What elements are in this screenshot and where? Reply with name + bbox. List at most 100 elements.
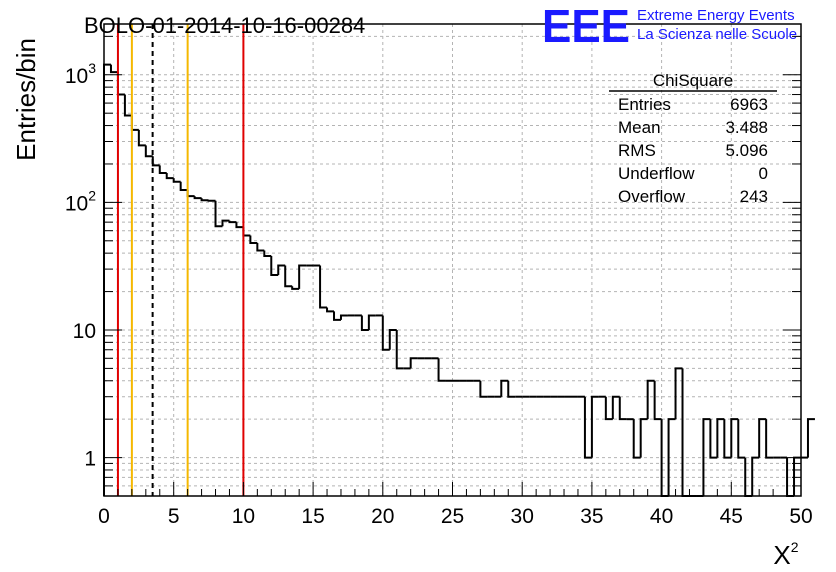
logo-line-1: Extreme Energy Events	[637, 7, 795, 24]
x-tick-label: 15	[301, 505, 324, 528]
histogram-bin	[214, 200, 223, 228]
x-tick-label: 25	[441, 505, 464, 528]
x-tick-label: 45	[720, 505, 743, 528]
x-tick-label: 50	[789, 505, 812, 528]
stats-label: Overflow	[618, 187, 686, 206]
histogram-bin	[130, 115, 139, 131]
x-tick-label: 5	[168, 505, 180, 528]
histogram-bin	[632, 419, 641, 459]
histogram-bin	[200, 198, 209, 202]
x-tick-label: 30	[511, 505, 534, 528]
histogram-bin	[751, 456, 760, 496]
histogram-bin	[674, 367, 683, 420]
chart-title: BOLO-01-2014-10-16-00284	[84, 13, 365, 38]
histogram-bin	[381, 315, 390, 351]
histogram-bin	[144, 145, 153, 158]
stats-value: 6963	[730, 95, 768, 114]
histogram-bin	[339, 314, 348, 320]
histogram-bin	[765, 419, 774, 459]
x-tick-label: 0	[98, 505, 110, 528]
y-axis-label: Entries/bin	[11, 38, 41, 161]
logo-letters: EEE	[542, 0, 630, 52]
histogram-bin	[221, 219, 230, 227]
x-tick-label: 20	[371, 505, 394, 528]
stats-value: 243	[740, 187, 768, 206]
histogram-bin	[158, 165, 167, 174]
histogram-bin	[716, 418, 725, 458]
histogram-bin	[360, 315, 369, 331]
histogram-bin	[395, 329, 404, 370]
histogram-bin	[367, 314, 376, 330]
histogram-series	[103, 63, 815, 497]
histogram-bin	[270, 256, 279, 276]
histogram-bin	[583, 396, 592, 459]
histogram-bin	[326, 307, 335, 313]
histogram-bin	[604, 396, 613, 421]
histogram-bin	[228, 220, 237, 224]
y-tick-label: 10	[73, 320, 96, 343]
histogram-bin	[388, 328, 397, 350]
stats-title: ChiSquare	[653, 71, 733, 90]
histogram-bin	[737, 419, 746, 459]
histogram-bin	[333, 311, 341, 321]
histogram-bin	[165, 172, 174, 180]
histogram-bin	[256, 243, 265, 252]
x-tick-label: 10	[232, 505, 255, 528]
grid	[104, 24, 801, 496]
stats-label: Entries	[618, 95, 671, 114]
histogram-bin	[437, 358, 446, 382]
x-tick-label: 35	[580, 505, 603, 528]
histogram-bin	[179, 181, 188, 192]
histogram-bin	[103, 63, 111, 496]
axis-ticks: 0 5 10 15 20 25 30 35 40 45 50 1 10 102 103	[65, 35, 813, 528]
histogram-bin	[618, 396, 627, 421]
histogram-bin	[590, 395, 599, 458]
histogram-bin	[319, 265, 328, 309]
histogram-bin	[409, 357, 418, 369]
stats-label: RMS	[618, 141, 656, 160]
histogram-bin	[709, 419, 718, 459]
stats-value: 5.096	[725, 141, 768, 160]
histogram-bin	[806, 418, 815, 458]
histogram-bin	[284, 265, 293, 288]
stats-label: Mean	[618, 118, 661, 137]
histogram-bin	[702, 418, 711, 496]
histogram-bin	[639, 418, 648, 458]
y-tick-label: 103	[65, 60, 96, 88]
histogram-bin	[646, 379, 655, 420]
histogram-bin	[116, 72, 125, 96]
histogram-bin	[242, 227, 251, 237]
histogram-bin	[186, 190, 195, 198]
histogram-bin	[172, 178, 181, 183]
histogram-bin	[291, 286, 300, 290]
histogram-bin	[193, 196, 202, 200]
histogram-bin	[263, 250, 272, 258]
histogram-bin	[207, 199, 216, 202]
histogram-bin	[249, 235, 258, 245]
reference-lines	[116, 24, 245, 496]
x-axis-label: X2	[773, 539, 798, 570]
histogram-bin	[137, 129, 146, 147]
histogram-bin	[653, 380, 662, 421]
y-tick-label: 1	[84, 448, 96, 471]
histogram-bin	[479, 380, 488, 398]
histogram-bin	[109, 64, 118, 74]
histogram-bin	[723, 419, 732, 459]
stats-value: 3.488	[725, 118, 768, 137]
histogram-bin	[235, 222, 244, 229]
histogram-bin	[500, 379, 509, 397]
eee-logo: EEE Extreme Energy Events La Scienza nel…	[542, 0, 797, 52]
histogram-bin	[507, 380, 516, 398]
histogram-bin	[298, 264, 307, 289]
y-tick-label: 102	[65, 187, 96, 215]
x-tick-label: 40	[650, 505, 673, 528]
histogram-bin	[758, 418, 767, 458]
stats-value: 0	[759, 164, 768, 183]
histogram-bin	[730, 418, 739, 458]
stats-label: Underflow	[618, 164, 695, 183]
histogram-bin	[611, 395, 620, 420]
logo-line-2: La Scienza nelle Scuole	[637, 26, 797, 43]
histogram-bin	[667, 418, 676, 496]
